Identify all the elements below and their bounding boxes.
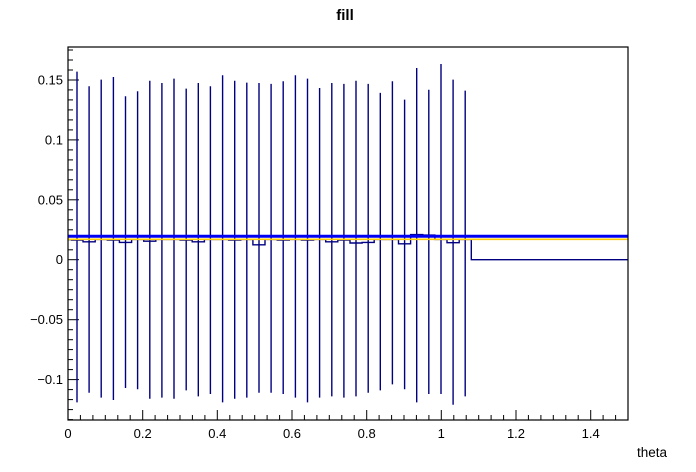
svg-text:−0.05: −0.05: [30, 312, 63, 327]
svg-text:0: 0: [56, 252, 63, 267]
svg-text:1: 1: [438, 426, 445, 441]
svg-text:0.1: 0.1: [45, 132, 63, 147]
axis-ticks: [67, 49, 617, 421]
chart-title: fill: [336, 7, 354, 24]
svg-text:0: 0: [64, 426, 71, 441]
svg-text:0.8: 0.8: [358, 426, 376, 441]
svg-text:1.2: 1.2: [507, 426, 525, 441]
svg-text:0.6: 0.6: [283, 426, 301, 441]
svg-text:0.15: 0.15: [38, 73, 63, 88]
svg-text:1.4: 1.4: [582, 426, 600, 441]
axis-tick-labels: 0 0.2 0.4 0.6 0.8 1 1.2 1.4 −0.1 −0.05 0 0.05 0.1 0.1…: [30, 73, 600, 442]
x-axis-title: theta: [637, 445, 668, 460]
svg-text:−0.1: −0.1: [37, 372, 63, 387]
svg-text:0.2: 0.2: [134, 426, 152, 441]
svg-text:0.05: 0.05: [38, 192, 63, 207]
svg-text:0.4: 0.4: [208, 426, 226, 441]
plot-frame: [67, 46, 629, 421]
